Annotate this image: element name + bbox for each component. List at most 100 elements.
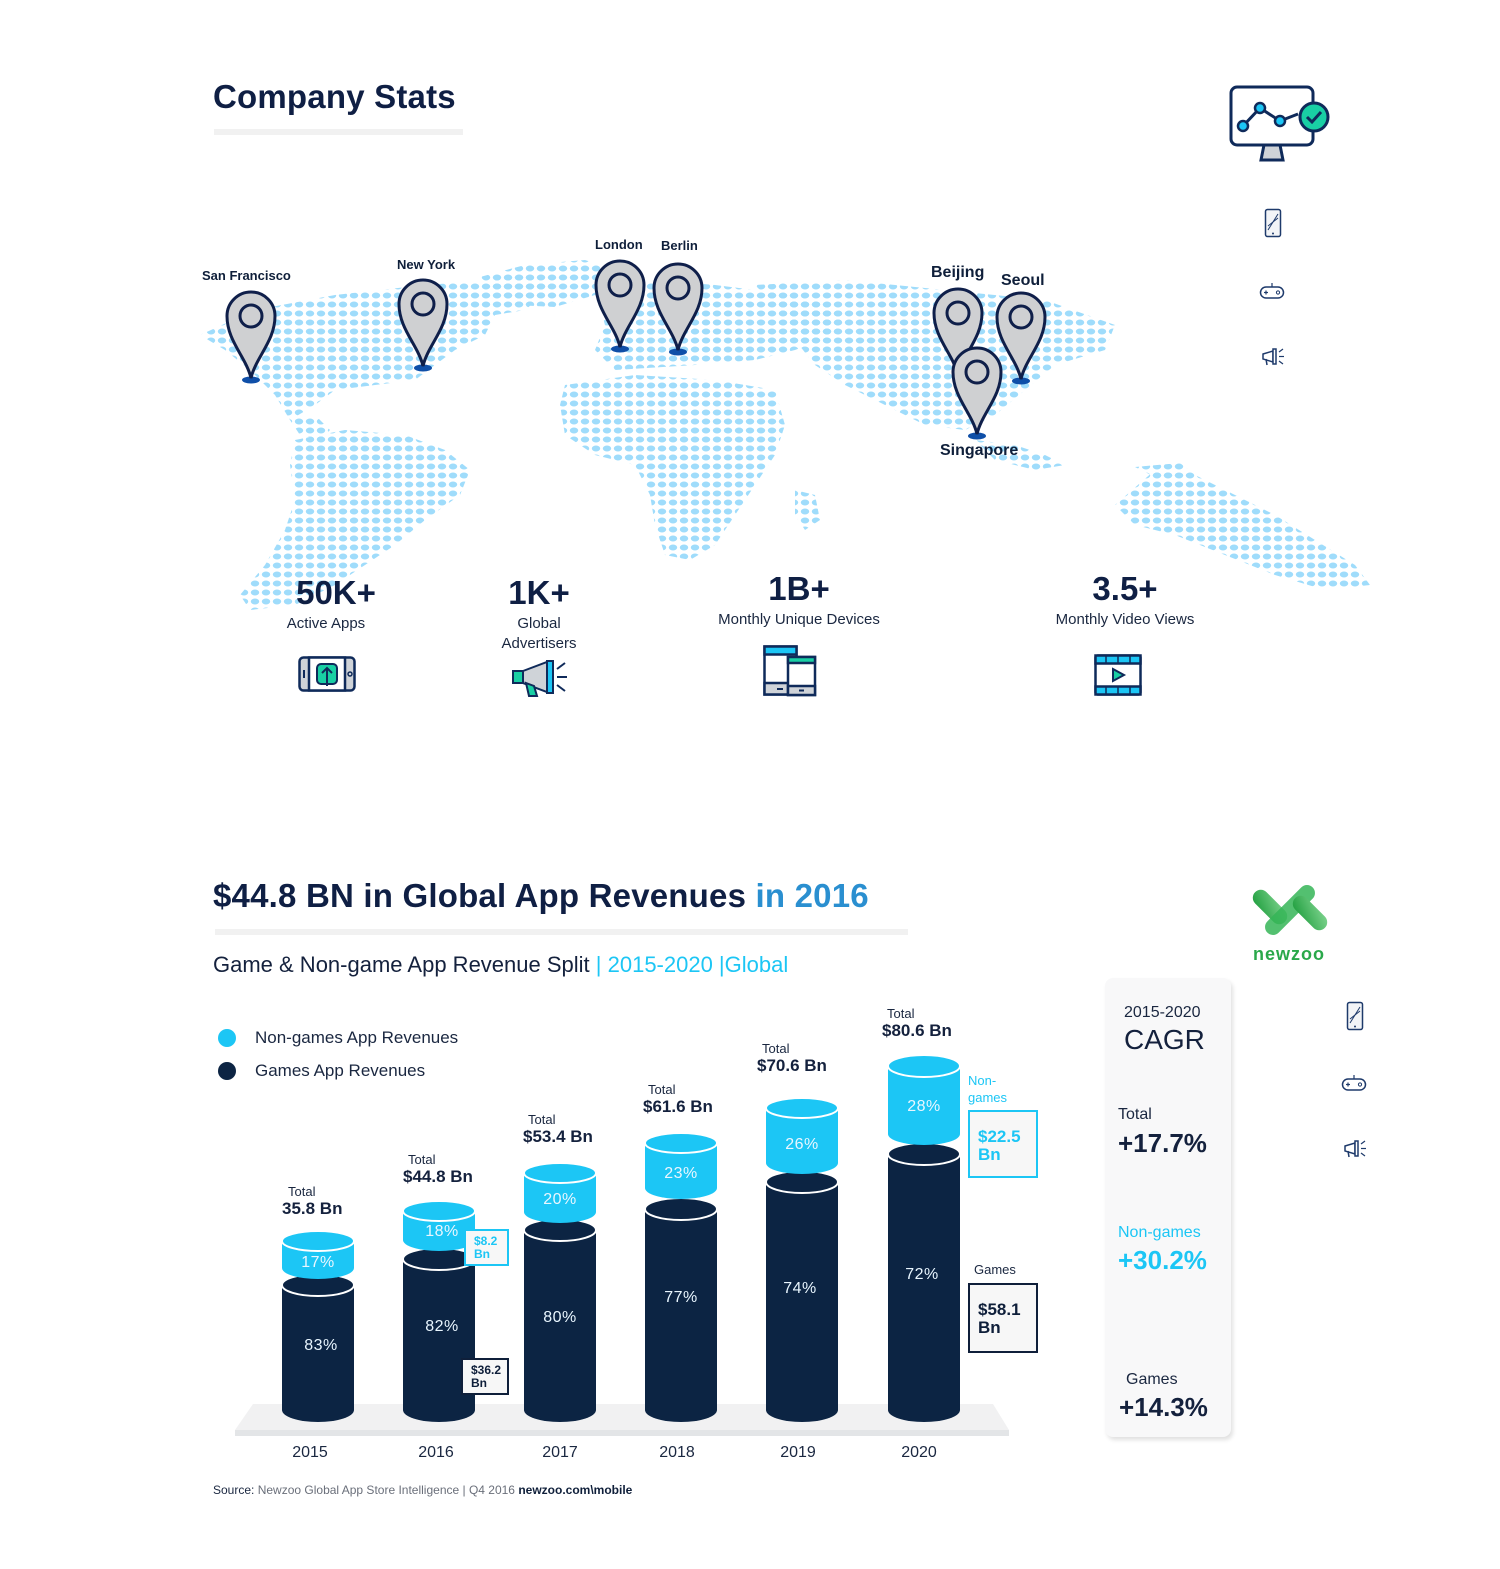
x-label-2018: 2018 bbox=[659, 1444, 695, 1461]
city-label-singapore: Singapore bbox=[940, 442, 1019, 459]
analytics-monitor-icon bbox=[1229, 85, 1330, 162]
stat-value: 1K+ bbox=[508, 574, 570, 611]
title-underline bbox=[214, 129, 463, 135]
video-film-icon bbox=[1094, 654, 1142, 696]
chart-subtitle: Game & Non-game App Revenue Split | 2015… bbox=[213, 952, 788, 978]
callout-2020-games-label: Games bbox=[974, 1262, 1016, 1277]
x-label-2015: 2015 bbox=[292, 1444, 328, 1461]
revenue-title: $44.8 BN in Global App Revenues in 2016 bbox=[213, 877, 869, 915]
city-label-berlin: Berlin bbox=[661, 238, 698, 253]
pct-nongames-2015: 17% bbox=[301, 1254, 335, 1271]
bar-2015[interactable] bbox=[280, 1230, 356, 1426]
total-2017: Total $53.4 Bn bbox=[523, 1112, 593, 1146]
callout-2020-nongames-label: Non-games bbox=[968, 1073, 1008, 1105]
source-lead: Source: bbox=[213, 1483, 255, 1497]
revenue-title-underline bbox=[215, 929, 908, 935]
cagr-total-label: Total bbox=[1118, 1106, 1152, 1123]
pct-games-2016: 82% bbox=[425, 1318, 459, 1335]
megaphone-icon bbox=[512, 660, 567, 697]
city-label-san-francisco: San Francisco bbox=[202, 268, 291, 283]
cagr-nongames-value: +30.2% bbox=[1118, 1245, 1207, 1275]
stat-label: Active Apps bbox=[286, 615, 366, 632]
source-text: Newzoo Global App Store Intelligence | Q… bbox=[257, 1483, 515, 1497]
pin-seoul[interactable] bbox=[994, 290, 1050, 386]
bar-2019[interactable] bbox=[764, 1095, 840, 1426]
world-map bbox=[200, 260, 1370, 610]
pin-singapore[interactable] bbox=[950, 345, 1006, 441]
bar-2017[interactable] bbox=[522, 1160, 598, 1426]
smartphone-icon[interactable] bbox=[1264, 208, 1282, 238]
cagr-games-value: +14.3% bbox=[1119, 1392, 1208, 1422]
pin-new-york[interactable] bbox=[396, 277, 452, 373]
bar-2016[interactable] bbox=[401, 1198, 477, 1426]
chart-subtitle-highlight: | 2015-2020 |Global bbox=[595, 952, 789, 977]
megaphone-icon[interactable] bbox=[1261, 347, 1287, 367]
pct-games-2018: 77% bbox=[664, 1289, 698, 1306]
smartphone-icon[interactable] bbox=[1346, 1001, 1364, 1031]
pct-games-2019: 74% bbox=[783, 1280, 817, 1297]
x-label-2017: 2017 bbox=[542, 1444, 578, 1461]
newzoo-logo-icon bbox=[1252, 885, 1328, 935]
source-line: Source: Newzoo Global App Store Intellig… bbox=[213, 1483, 632, 1497]
total-2018: Total $61.6 Bn bbox=[643, 1082, 713, 1116]
source-link[interactable]: newzoo.com\mobile bbox=[518, 1483, 633, 1497]
gamepad-icon[interactable] bbox=[1259, 282, 1285, 300]
total-2015: Total 35.8 Bn bbox=[282, 1184, 343, 1218]
x-label-2020: 2020 bbox=[901, 1444, 937, 1461]
pin-london[interactable] bbox=[593, 258, 649, 354]
city-label-seoul: Seoul bbox=[1001, 272, 1045, 289]
bar-2018[interactable] bbox=[643, 1130, 719, 1426]
stat-value: 50K+ bbox=[296, 574, 376, 611]
devices-icon bbox=[763, 645, 817, 697]
city-label-new-york: New York bbox=[397, 257, 456, 272]
pin-san-francisco[interactable] bbox=[224, 289, 280, 385]
cagr-games-label: Games bbox=[1126, 1371, 1178, 1388]
legend-games-dot bbox=[218, 1062, 236, 1080]
stat-value: 1B+ bbox=[768, 570, 830, 607]
city-label-beijing: Beijing bbox=[931, 264, 985, 281]
chart-subtitle-main: Game & Non-game App Revenue Split bbox=[213, 952, 590, 977]
legend-nongames-dot bbox=[218, 1029, 236, 1047]
stat-value: 3.5+ bbox=[1092, 570, 1158, 607]
stat-label: Global Advertisers bbox=[501, 615, 577, 652]
stat-monthly-unique-devices: 1B+ Monthly Unique Devices bbox=[694, 570, 904, 630]
callout-2016-nongames: $8.2 Bn bbox=[464, 1229, 509, 1267]
pct-games-2020: 72% bbox=[905, 1266, 939, 1283]
total-2016: Total $44.8 Bn bbox=[403, 1152, 473, 1186]
stat-monthly-video-views: 3.5+ Monthly Video Views bbox=[1030, 570, 1220, 630]
phone-app-upload-icon bbox=[298, 656, 356, 692]
newzoo-logo-text: newzoo bbox=[1253, 944, 1325, 964]
bar-2020[interactable] bbox=[886, 1052, 962, 1426]
callout-2020-games: $58.1 Bn bbox=[968, 1283, 1038, 1353]
company-stats-title: Company Stats bbox=[213, 78, 456, 115]
legend-nongames-label: Non-games App Revenues bbox=[255, 1028, 459, 1047]
stat-label: Monthly Unique Devices bbox=[718, 611, 880, 628]
pct-nongames-2020: 28% bbox=[907, 1098, 941, 1115]
total-2020: Total $80.6 Bn bbox=[882, 1006, 952, 1040]
stat-label: Monthly Video Views bbox=[1055, 611, 1195, 628]
pct-games-2015: 83% bbox=[304, 1337, 338, 1354]
pin-beijing[interactable] bbox=[931, 286, 987, 382]
pin-berlin[interactable] bbox=[651, 261, 707, 357]
x-label-2016: 2016 bbox=[418, 1444, 454, 1461]
megaphone-icon[interactable] bbox=[1343, 1139, 1369, 1159]
total-2019: Total $70.6 Bn bbox=[757, 1041, 827, 1075]
pct-games-2017: 80% bbox=[543, 1309, 577, 1326]
cagr-card: 2015-2020 CAGR Total +17.7% Non-games +3… bbox=[1105, 978, 1231, 1437]
callout-2016-games: $36.2 Bn bbox=[461, 1358, 509, 1396]
revenue-title-highlight: in 2016 bbox=[755, 877, 869, 914]
pct-nongames-2016: 18% bbox=[425, 1223, 459, 1240]
pct-nongames-2017: 20% bbox=[543, 1191, 577, 1208]
x-label-2019: 2019 bbox=[780, 1444, 816, 1461]
gamepad-icon[interactable] bbox=[1341, 1074, 1367, 1092]
stat-global-advertisers: 1K+ Global Advertisers bbox=[459, 574, 619, 654]
cagr-total-value: +17.7% bbox=[1118, 1128, 1207, 1158]
callout-2020-nongames: $22.5 Bn bbox=[968, 1110, 1038, 1178]
cagr-nongames-label: Non-games bbox=[1118, 1224, 1201, 1241]
revenue-title-main: $44.8 BN in Global App Revenues bbox=[213, 877, 747, 914]
city-label-london: London bbox=[595, 237, 643, 252]
cagr-period: 2015-2020 bbox=[1124, 1004, 1201, 1021]
pct-nongames-2019: 26% bbox=[785, 1136, 819, 1153]
pct-nongames-2018: 23% bbox=[664, 1165, 698, 1182]
cagr-heading: CAGR bbox=[1124, 1024, 1205, 1055]
